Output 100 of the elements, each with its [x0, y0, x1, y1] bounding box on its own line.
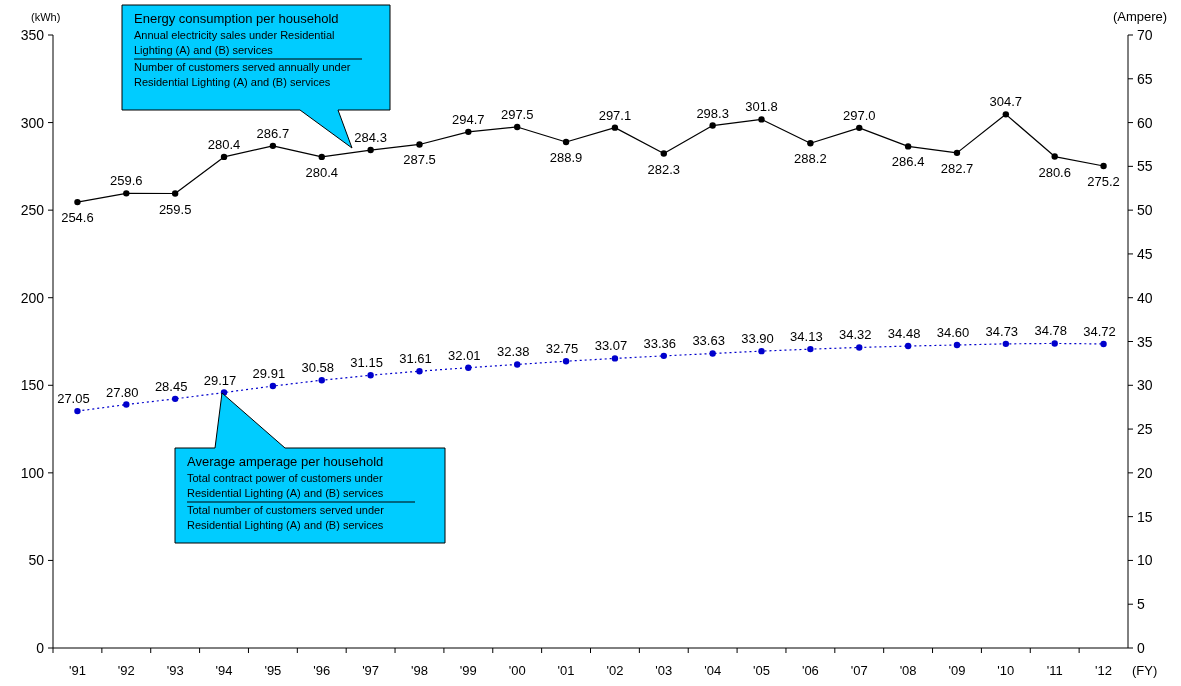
x-tick-label: '96 — [313, 663, 331, 678]
x-tick-label: '92 — [117, 663, 135, 678]
annotation: Number of customers served annually under Residential Lighting (A) and (B) services — [134, 61, 351, 88]
data-label: 29.17 — [203, 372, 237, 388]
data-label: 297.5 — [500, 106, 534, 122]
data-label: 282.3 — [647, 161, 681, 177]
data-label: 29.91 — [252, 366, 286, 382]
y2-tick-label: 10 — [1137, 552, 1153, 569]
data-label: 34.32 — [838, 327, 872, 343]
data-label: 33.07 — [594, 338, 628, 354]
annotation: Annual electricity sales under Residential Lighting (A) and (B) services — [134, 29, 335, 56]
x-tick-label: '93 — [166, 663, 184, 678]
data-label: 31.61 — [399, 351, 432, 367]
data-label: 254.6 — [61, 210, 94, 226]
x-tick-label: '95 — [264, 663, 282, 678]
point — [1002, 111, 1010, 118]
data-label: 280.4 — [305, 164, 339, 180]
point — [171, 395, 179, 403]
data-label: 275.2 — [1087, 174, 1120, 190]
point — [807, 140, 814, 147]
y2-tick-label: 40 — [1137, 289, 1153, 306]
x-tick-label: '03 — [655, 663, 673, 678]
x-tick-label: '05 — [753, 663, 770, 678]
y2-tick-label: 20 — [1137, 464, 1153, 481]
x-tick-label: '98 — [411, 663, 428, 678]
data-label: 284.3 — [354, 130, 387, 146]
x-tick-label: '91 — [68, 663, 86, 678]
x-tick-label: '06 — [801, 663, 819, 678]
y2-tick-label: 15 — [1137, 508, 1153, 525]
data-label: 286.7 — [256, 125, 290, 141]
data-label: 282.7 — [940, 160, 974, 176]
y2-tick-label: 5 — [1137, 596, 1145, 613]
x-tick-label: '11 — [1046, 663, 1063, 678]
x-tick-label: '08 — [899, 663, 917, 678]
y-tick-label: 250 — [20, 202, 45, 219]
x-tick-label: '02 — [606, 663, 624, 678]
point — [1051, 340, 1058, 347]
y2-tick-label: 70 — [1137, 27, 1153, 43]
y2-tick-label: 0 — [1137, 640, 1145, 656]
y-tick-label: 50 — [28, 552, 45, 569]
y-tick-label: 0 — [36, 640, 45, 656]
point — [758, 116, 765, 123]
point — [416, 367, 423, 375]
point — [758, 347, 765, 355]
data-label: 34.60 — [936, 325, 970, 340]
y-axis-title: (kWh) — [31, 11, 61, 23]
point — [953, 341, 961, 349]
point — [74, 198, 81, 206]
point — [1100, 162, 1107, 170]
point — [416, 141, 423, 148]
data-label: 32.75 — [545, 341, 579, 357]
point — [904, 143, 912, 150]
data-label: 280.4 — [207, 136, 241, 152]
data-label: 34.48 — [887, 326, 921, 342]
y-tick-label: 350 — [20, 27, 45, 43]
point — [1002, 340, 1010, 348]
point — [465, 128, 472, 136]
data-label: 32.01 — [448, 347, 481, 363]
data-label: 259.6 — [110, 173, 143, 189]
point — [856, 124, 863, 132]
point — [318, 153, 325, 161]
data-label: 280.6 — [1038, 164, 1071, 180]
data-label: 259.5 — [158, 201, 192, 217]
point — [562, 358, 570, 365]
y2-tick-label: 30 — [1137, 377, 1153, 394]
point — [318, 377, 325, 384]
point — [367, 146, 374, 154]
data-label: 34.73 — [985, 323, 1019, 339]
data-label: 27.05 — [57, 391, 90, 407]
data-label: 27.80 — [106, 384, 139, 400]
annotation: Average amperage per household — [187, 454, 384, 469]
text: Energy consumption per household — [134, 11, 339, 26]
y-tick-label: 150 — [20, 377, 45, 394]
y2-tick-label: 35 — [1137, 333, 1153, 350]
point — [1051, 153, 1058, 160]
point — [269, 382, 277, 390]
point — [465, 364, 472, 371]
point — [611, 355, 619, 362]
point — [709, 350, 716, 357]
y2-axis-title: (Ampere) — [1112, 9, 1168, 24]
point — [123, 401, 130, 408]
x-tick-label: '01 — [557, 663, 575, 678]
point — [514, 123, 521, 131]
point — [709, 122, 716, 129]
point — [611, 124, 619, 131]
point — [660, 352, 667, 360]
x-tick-label: '12 — [1095, 663, 1113, 678]
data-label: 298.3 — [696, 105, 729, 121]
x-tick-label: '07 — [850, 663, 868, 678]
data-label: 286.4 — [891, 154, 925, 170]
annotation: Total number of customers served under Residential Lighting (A) and (B) services — [187, 504, 385, 531]
y-tick-label: 300 — [20, 114, 45, 131]
point — [367, 372, 374, 379]
x-tick-label: '97 — [362, 663, 380, 678]
data-label: 294.7 — [452, 111, 485, 127]
x-tick-label: '94 — [215, 663, 233, 678]
point — [123, 190, 130, 197]
x-tick-label: '00 — [508, 663, 526, 678]
data-label: 288.9 — [549, 150, 583, 166]
y-tick-label: 100 — [20, 464, 45, 481]
